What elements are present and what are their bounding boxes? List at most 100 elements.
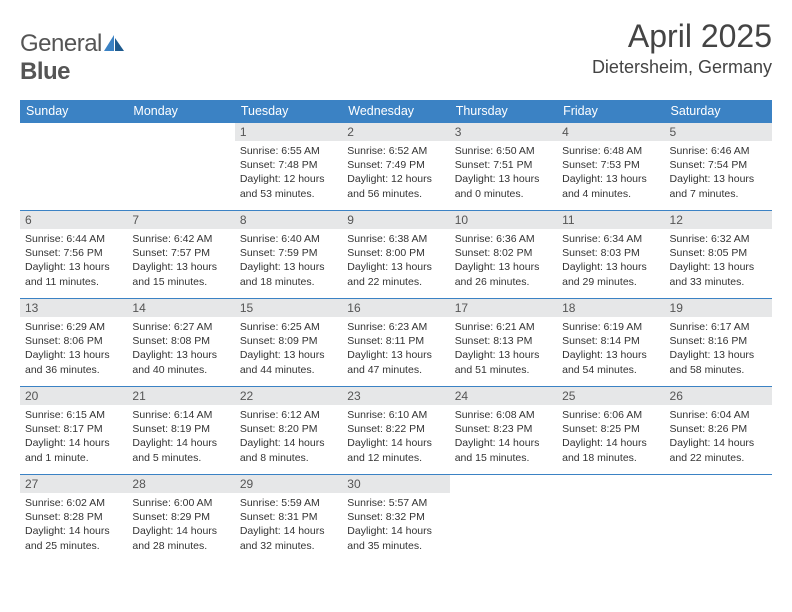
day-details: Sunrise: 6:50 AMSunset: 7:51 PMDaylight:… bbox=[450, 141, 557, 205]
day-details: Sunrise: 6:40 AMSunset: 7:59 PMDaylight:… bbox=[235, 229, 342, 293]
day-details: Sunrise: 6:08 AMSunset: 8:23 PMDaylight:… bbox=[450, 405, 557, 469]
day-cell: 9Sunrise: 6:38 AMSunset: 8:00 PMDaylight… bbox=[342, 211, 449, 299]
day-cell: 29Sunrise: 5:59 AMSunset: 8:31 PMDayligh… bbox=[235, 475, 342, 563]
day-details: Sunrise: 6:17 AMSunset: 8:16 PMDaylight:… bbox=[665, 317, 772, 381]
day-cell: 12Sunrise: 6:32 AMSunset: 8:05 PMDayligh… bbox=[665, 211, 772, 299]
day-number: 27 bbox=[20, 475, 127, 493]
day-number: 21 bbox=[127, 387, 234, 405]
day-details: Sunrise: 6:52 AMSunset: 7:49 PMDaylight:… bbox=[342, 141, 449, 205]
day-details: Sunrise: 6:06 AMSunset: 8:25 PMDaylight:… bbox=[557, 405, 664, 469]
day-number: 14 bbox=[127, 299, 234, 317]
day-cell: 24Sunrise: 6:08 AMSunset: 8:23 PMDayligh… bbox=[450, 387, 557, 475]
location: Dietersheim, Germany bbox=[592, 57, 772, 78]
day-cell: 11Sunrise: 6:34 AMSunset: 8:03 PMDayligh… bbox=[557, 211, 664, 299]
day-details: Sunrise: 6:14 AMSunset: 8:19 PMDaylight:… bbox=[127, 405, 234, 469]
day-cell: 28Sunrise: 6:00 AMSunset: 8:29 PMDayligh… bbox=[127, 475, 234, 563]
header: General Blue April 2025 Dietersheim, Ger… bbox=[20, 18, 772, 86]
day-number: 1 bbox=[235, 123, 342, 141]
day-cell: 21Sunrise: 6:14 AMSunset: 8:19 PMDayligh… bbox=[127, 387, 234, 475]
day-details: Sunrise: 5:57 AMSunset: 8:32 PMDaylight:… bbox=[342, 493, 449, 557]
day-details: Sunrise: 6:21 AMSunset: 8:13 PMDaylight:… bbox=[450, 317, 557, 381]
brand-text: General Blue bbox=[20, 30, 124, 86]
calendar-table: SundayMondayTuesdayWednesdayThursdayFrid… bbox=[20, 100, 772, 563]
day-number: 10 bbox=[450, 211, 557, 229]
day-number: 20 bbox=[20, 387, 127, 405]
day-number: 11 bbox=[557, 211, 664, 229]
day-cell: 16Sunrise: 6:23 AMSunset: 8:11 PMDayligh… bbox=[342, 299, 449, 387]
day-details: Sunrise: 6:32 AMSunset: 8:05 PMDaylight:… bbox=[665, 229, 772, 293]
day-number: 23 bbox=[342, 387, 449, 405]
day-number: 2 bbox=[342, 123, 449, 141]
calendar-body: 1Sunrise: 6:55 AMSunset: 7:48 PMDaylight… bbox=[20, 123, 772, 563]
day-cell: 8Sunrise: 6:40 AMSunset: 7:59 PMDaylight… bbox=[235, 211, 342, 299]
day-header: Sunday bbox=[20, 100, 127, 123]
week-row: 27Sunrise: 6:02 AMSunset: 8:28 PMDayligh… bbox=[20, 475, 772, 563]
day-number: 22 bbox=[235, 387, 342, 405]
day-cell: 5Sunrise: 6:46 AMSunset: 7:54 PMDaylight… bbox=[665, 123, 772, 211]
day-number: 30 bbox=[342, 475, 449, 493]
day-details: Sunrise: 6:38 AMSunset: 8:00 PMDaylight:… bbox=[342, 229, 449, 293]
day-cell: 26Sunrise: 6:04 AMSunset: 8:26 PMDayligh… bbox=[665, 387, 772, 475]
day-details: Sunrise: 6:19 AMSunset: 8:14 PMDaylight:… bbox=[557, 317, 664, 381]
sail-icon bbox=[104, 35, 124, 51]
day-header: Wednesday bbox=[342, 100, 449, 123]
day-details: Sunrise: 6:25 AMSunset: 8:09 PMDaylight:… bbox=[235, 317, 342, 381]
day-cell bbox=[450, 475, 557, 563]
week-row: 6Sunrise: 6:44 AMSunset: 7:56 PMDaylight… bbox=[20, 211, 772, 299]
day-details: Sunrise: 6:34 AMSunset: 8:03 PMDaylight:… bbox=[557, 229, 664, 293]
day-cell: 4Sunrise: 6:48 AMSunset: 7:53 PMDaylight… bbox=[557, 123, 664, 211]
day-details: Sunrise: 6:29 AMSunset: 8:06 PMDaylight:… bbox=[20, 317, 127, 381]
day-cell: 2Sunrise: 6:52 AMSunset: 7:49 PMDaylight… bbox=[342, 123, 449, 211]
day-number: 15 bbox=[235, 299, 342, 317]
day-cell: 13Sunrise: 6:29 AMSunset: 8:06 PMDayligh… bbox=[20, 299, 127, 387]
day-header: Tuesday bbox=[235, 100, 342, 123]
day-number: 28 bbox=[127, 475, 234, 493]
day-cell: 30Sunrise: 5:57 AMSunset: 8:32 PMDayligh… bbox=[342, 475, 449, 563]
day-number: 4 bbox=[557, 123, 664, 141]
day-number: 19 bbox=[665, 299, 772, 317]
title-block: April 2025 Dietersheim, Germany bbox=[592, 18, 772, 78]
brand-part2: Blue bbox=[20, 58, 70, 85]
week-row: 1Sunrise: 6:55 AMSunset: 7:48 PMDaylight… bbox=[20, 123, 772, 211]
month-title: April 2025 bbox=[592, 18, 772, 55]
day-cell: 22Sunrise: 6:12 AMSunset: 8:20 PMDayligh… bbox=[235, 387, 342, 475]
day-details: Sunrise: 6:44 AMSunset: 7:56 PMDaylight:… bbox=[20, 229, 127, 293]
day-header: Thursday bbox=[450, 100, 557, 123]
day-number: 16 bbox=[342, 299, 449, 317]
day-details: Sunrise: 6:23 AMSunset: 8:11 PMDaylight:… bbox=[342, 317, 449, 381]
day-cell: 20Sunrise: 6:15 AMSunset: 8:17 PMDayligh… bbox=[20, 387, 127, 475]
day-cell: 1Sunrise: 6:55 AMSunset: 7:48 PMDaylight… bbox=[235, 123, 342, 211]
brand-part1: General bbox=[20, 30, 102, 57]
day-details: Sunrise: 6:12 AMSunset: 8:20 PMDaylight:… bbox=[235, 405, 342, 469]
day-details: Sunrise: 6:55 AMSunset: 7:48 PMDaylight:… bbox=[235, 141, 342, 205]
day-number: 13 bbox=[20, 299, 127, 317]
day-number: 7 bbox=[127, 211, 234, 229]
day-cell: 3Sunrise: 6:50 AMSunset: 7:51 PMDaylight… bbox=[450, 123, 557, 211]
day-number: 5 bbox=[665, 123, 772, 141]
day-details: Sunrise: 6:27 AMSunset: 8:08 PMDaylight:… bbox=[127, 317, 234, 381]
day-details: Sunrise: 6:46 AMSunset: 7:54 PMDaylight:… bbox=[665, 141, 772, 205]
day-number: 8 bbox=[235, 211, 342, 229]
day-header: Monday bbox=[127, 100, 234, 123]
day-number: 12 bbox=[665, 211, 772, 229]
day-details: Sunrise: 6:00 AMSunset: 8:29 PMDaylight:… bbox=[127, 493, 234, 557]
day-number: 17 bbox=[450, 299, 557, 317]
day-cell: 19Sunrise: 6:17 AMSunset: 8:16 PMDayligh… bbox=[665, 299, 772, 387]
day-cell: 17Sunrise: 6:21 AMSunset: 8:13 PMDayligh… bbox=[450, 299, 557, 387]
day-cell: 7Sunrise: 6:42 AMSunset: 7:57 PMDaylight… bbox=[127, 211, 234, 299]
day-cell: 15Sunrise: 6:25 AMSunset: 8:09 PMDayligh… bbox=[235, 299, 342, 387]
day-cell bbox=[20, 123, 127, 211]
day-details: Sunrise: 6:04 AMSunset: 8:26 PMDaylight:… bbox=[665, 405, 772, 469]
day-number: 18 bbox=[557, 299, 664, 317]
day-header: Friday bbox=[557, 100, 664, 123]
day-details: Sunrise: 6:02 AMSunset: 8:28 PMDaylight:… bbox=[20, 493, 127, 557]
day-cell: 14Sunrise: 6:27 AMSunset: 8:08 PMDayligh… bbox=[127, 299, 234, 387]
day-details: Sunrise: 6:36 AMSunset: 8:02 PMDaylight:… bbox=[450, 229, 557, 293]
day-details: Sunrise: 6:42 AMSunset: 7:57 PMDaylight:… bbox=[127, 229, 234, 293]
day-cell bbox=[127, 123, 234, 211]
day-cell: 10Sunrise: 6:36 AMSunset: 8:02 PMDayligh… bbox=[450, 211, 557, 299]
day-cell bbox=[557, 475, 664, 563]
day-number: 26 bbox=[665, 387, 772, 405]
day-header-row: SundayMondayTuesdayWednesdayThursdayFrid… bbox=[20, 100, 772, 123]
day-cell: 18Sunrise: 6:19 AMSunset: 8:14 PMDayligh… bbox=[557, 299, 664, 387]
